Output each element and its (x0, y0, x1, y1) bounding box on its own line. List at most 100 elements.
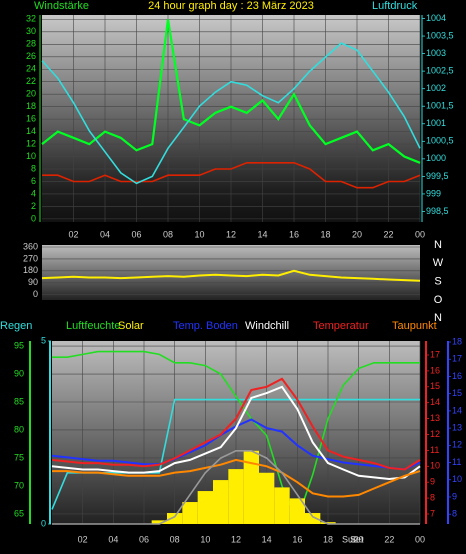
y-tick-label: 90 (14, 368, 24, 378)
y-tick-label: 1004 (426, 13, 446, 23)
solar-bar (167, 513, 183, 524)
x-tick-label: 22 (383, 229, 393, 239)
y-tick-label: 16 (26, 113, 36, 123)
y-tick-label: 18 (26, 101, 36, 111)
y-tick-label: 75 (14, 452, 24, 462)
annotation: Set (350, 534, 364, 544)
y-tick-label: 14 (26, 126, 36, 136)
y-tick-label: 2 (31, 201, 36, 211)
y-tick-label: 5 (41, 335, 46, 345)
x-tick-label: 10 (200, 534, 210, 544)
data-line (42, 162, 421, 189)
y-tick-label: 18 (452, 336, 462, 346)
solar-bar (182, 502, 198, 524)
y-tick-label: 11 (430, 445, 439, 455)
legend-entry: Windchill (245, 320, 289, 332)
x-tick-label: 18 (320, 229, 330, 239)
solar-bar (274, 487, 290, 524)
solar-bar (228, 469, 244, 524)
legend-entry: Solar (118, 320, 144, 332)
y-tick-label: 9 (452, 491, 457, 501)
x-tick-label: 22 (384, 534, 394, 544)
y-tick-label: 10 (452, 474, 462, 484)
y-tick-label: 270 (23, 253, 38, 263)
data-line (41, 19, 421, 164)
y-tick-label: 17 (452, 354, 462, 364)
plot-area (42, 245, 420, 300)
data-line (52, 350, 420, 522)
x-tick-label: 20 (354, 534, 364, 544)
y-tick-label: 360 (23, 241, 38, 251)
x-tick-label: 02 (68, 229, 78, 239)
solar-bar (243, 450, 259, 524)
x-tick-label: 14 (262, 534, 272, 544)
y-tick-label: 0 (31, 213, 36, 223)
direction-label: W (433, 257, 444, 269)
y-tick-label: 1000 (426, 153, 446, 163)
y-tick-label: 1001 (426, 118, 446, 128)
y-tick-label: 12 (452, 440, 462, 450)
legend-entry: Luftfeuchte (66, 320, 120, 332)
direction-label: N (434, 312, 442, 324)
x-tick-label: 16 (289, 229, 299, 239)
x-tick-label: 06 (139, 534, 149, 544)
solar-bar (213, 480, 229, 524)
y-tick-label: 15 (452, 388, 462, 398)
y-tick-label: 7 (430, 508, 435, 518)
data-line (51, 377, 421, 471)
x-tick-label: 06 (131, 229, 141, 239)
data-line (51, 398, 420, 510)
x-tick-label: 00 (415, 229, 425, 239)
y-tick-label: 15 (430, 381, 440, 391)
y-tick-label: 8 (31, 163, 36, 173)
solar-bar (320, 522, 336, 524)
x-tick-label: 18 (323, 534, 333, 544)
x-tick-label: 12 (231, 534, 241, 544)
direction-label: O (434, 294, 443, 306)
data-line (52, 450, 420, 525)
y-tick-label: 11 (452, 457, 461, 467)
x-tick-label: 00 (415, 534, 425, 544)
y-tick-label: 95 (14, 340, 24, 350)
y-tick-label: 1003,5 (426, 30, 454, 40)
annotation: Sun (342, 534, 358, 544)
x-tick-label: 04 (108, 534, 118, 544)
y-tick-label: 24 (26, 64, 36, 74)
x-tick-label: 04 (100, 229, 110, 239)
y-tick-label: 1001,5 (426, 101, 454, 111)
y-tick-label: 16 (452, 371, 462, 381)
y-tick-label: 14 (452, 405, 462, 415)
legend-entry: Regen (0, 320, 32, 332)
x-tick-label: 14 (257, 229, 267, 239)
y-tick-label: 32 (26, 14, 36, 24)
y-tick-label: 26 (26, 51, 36, 61)
y-tick-label: 9 (430, 477, 435, 487)
x-tick-label: 08 (170, 534, 180, 544)
solar-bar (197, 491, 213, 524)
y2-axis-label: Luftdruck (372, 0, 418, 12)
legend-entry: Taupunkt (392, 320, 437, 332)
data-line (41, 269, 421, 282)
x-tick-label: 08 (163, 229, 173, 239)
data-line (52, 458, 421, 498)
solar-bar (151, 520, 167, 524)
direction-label: S (434, 276, 441, 288)
y-tick-label: 4 (31, 188, 36, 198)
data-line (51, 385, 421, 481)
y-tick-label: 998,5 (426, 206, 449, 216)
y-tick-label: 999 (426, 188, 441, 198)
plots: 02468101214161820222426283032998,5999999… (0, 13, 462, 544)
x-tick-label: 20 (352, 229, 362, 239)
y-tick-label: 180 (23, 265, 38, 275)
y-tick-label: 1003 (426, 48, 446, 58)
x-tick-label: 12 (226, 229, 236, 239)
solar-bar (259, 472, 275, 524)
direction-label: N (434, 239, 442, 251)
y-tick-label: 8 (452, 509, 457, 519)
y-tick-label: 17 (430, 349, 440, 359)
y-tick-label: 20 (26, 89, 36, 99)
y-tick-label: 999,5 (426, 171, 449, 181)
legend-entry: Temperatur (313, 320, 369, 332)
y-tick-label: 12 (430, 429, 440, 439)
